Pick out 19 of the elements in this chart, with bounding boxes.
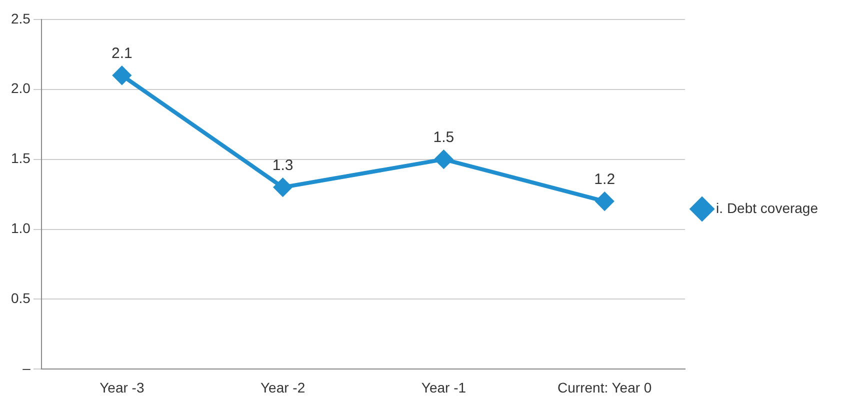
data-label: 1.5 [433, 128, 454, 146]
point [274, 178, 292, 196]
point [434, 150, 453, 168]
point [112, 66, 131, 84]
y-tick-label: 1.0 [10, 220, 31, 236]
x-tick-label: Year -3 [100, 379, 144, 396]
y-tick-label: 2.0 [10, 80, 31, 96]
legend-label: i. Debt coverage [716, 200, 818, 216]
x-tick-label: Current: Year 0 [558, 379, 652, 396]
data-label: 2.1 [111, 45, 132, 62]
x-tick-label: Year -2 [260, 379, 306, 396]
point [596, 192, 614, 210]
y-tick-label: 0.5 [10, 290, 31, 306]
data-label: 1.3 [272, 156, 294, 174]
data-label: 1.2 [594, 170, 616, 188]
x-tick-label: Year -1 [421, 379, 466, 396]
y-tick-label: 1.5 [10, 150, 31, 166]
y-tick-label: – [22, 360, 31, 376]
y-tick-label: 2.5 [10, 10, 31, 26]
